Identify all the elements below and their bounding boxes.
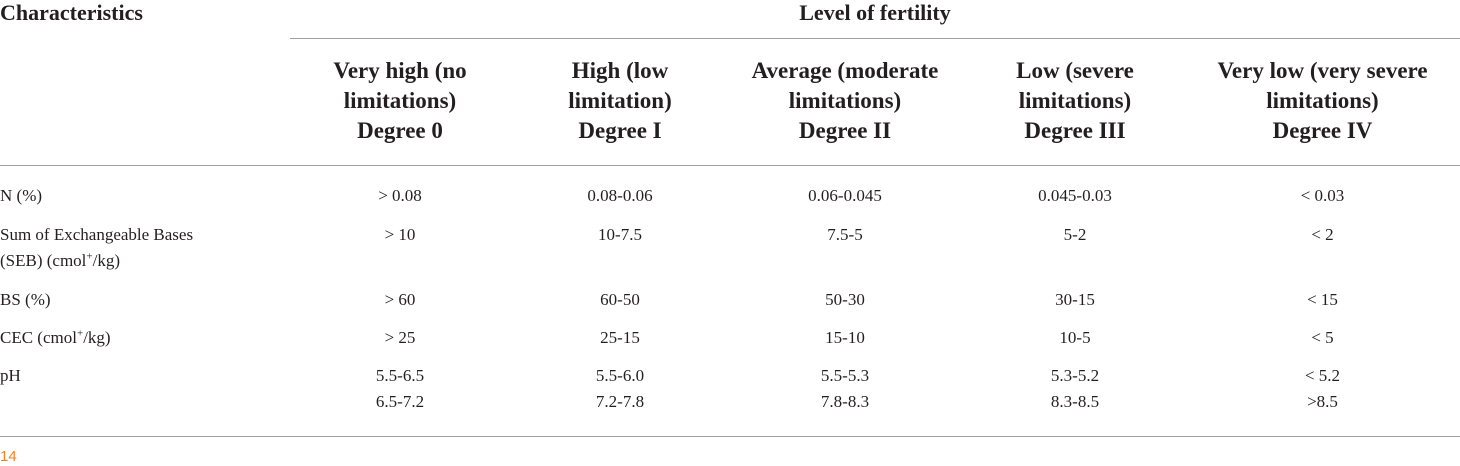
table-cell: 0.045-0.03 [1038, 186, 1112, 205]
table-cell: 0.06-0.045 [808, 186, 882, 205]
table-cell: > 10 [384, 225, 416, 244]
header-underline [290, 38, 1460, 39]
row-label-ph: pH [0, 366, 21, 385]
table-cell: 50-30 [825, 290, 865, 309]
table-cell: < 0.03 [1300, 186, 1345, 205]
table-cell: < 2 [1311, 225, 1334, 244]
table-cell: 5.5-6.5 6.5-7.2 [375, 366, 425, 411]
table-cell: < 5.2 >8.5 [1304, 366, 1341, 411]
table-cell: 5-2 [1063, 225, 1087, 244]
table-cell: 10-5 [1059, 328, 1091, 347]
column-header-degree-3: Low (severe limitations) Degree III [1016, 58, 1134, 143]
level-of-fertility-header: Level of fertility [799, 0, 951, 25]
table-cell: 5.5-5.3 7.8-8.3 [820, 366, 870, 411]
header-bottom-rule [0, 165, 1460, 166]
row-label-seb: Sum of Exchangeable Bases (SEB) (cmol+/k… [0, 225, 194, 270]
column-header-degree-4: Very low (very severe limitations) Degre… [1217, 58, 1428, 143]
row-label-n: N (%) [0, 186, 43, 205]
table-cell: > 25 [384, 328, 416, 347]
table-cell: 5.3-5.2 8.3-8.5 [1050, 366, 1100, 411]
table-cell: 0.08-0.06 [587, 186, 653, 205]
characteristics-header: Characteristics [0, 0, 143, 25]
table-cell: 7.5-5 [827, 225, 863, 244]
table-cell: 15-10 [825, 328, 865, 347]
column-header-degree-1: High (low limitation) Degree I [568, 58, 672, 143]
column-header-degree-0: Very high (no limitations) Degree 0 [333, 58, 467, 143]
page-number: 14 [0, 448, 17, 465]
table-cell: 30-15 [1055, 290, 1095, 309]
column-header-degree-2: Average (moderate limitations) Degree II [751, 58, 939, 143]
table-cell: 60-50 [600, 290, 640, 309]
table-cell: 25-15 [600, 328, 640, 347]
row-label-cec: CEC (cmol+/kg) [0, 327, 111, 347]
row-label-bs: BS (%) [0, 290, 51, 309]
table-bottom-rule [0, 436, 1460, 437]
table-cell: < 15 [1307, 290, 1338, 309]
table-cell: > 60 [384, 290, 416, 309]
table-cell: > 0.08 [378, 186, 422, 205]
table-cell: 10-7.5 [598, 225, 642, 244]
table-cell: < 5 [1311, 328, 1334, 347]
table-cell: 5.5-6.0 7.2-7.8 [595, 366, 645, 411]
